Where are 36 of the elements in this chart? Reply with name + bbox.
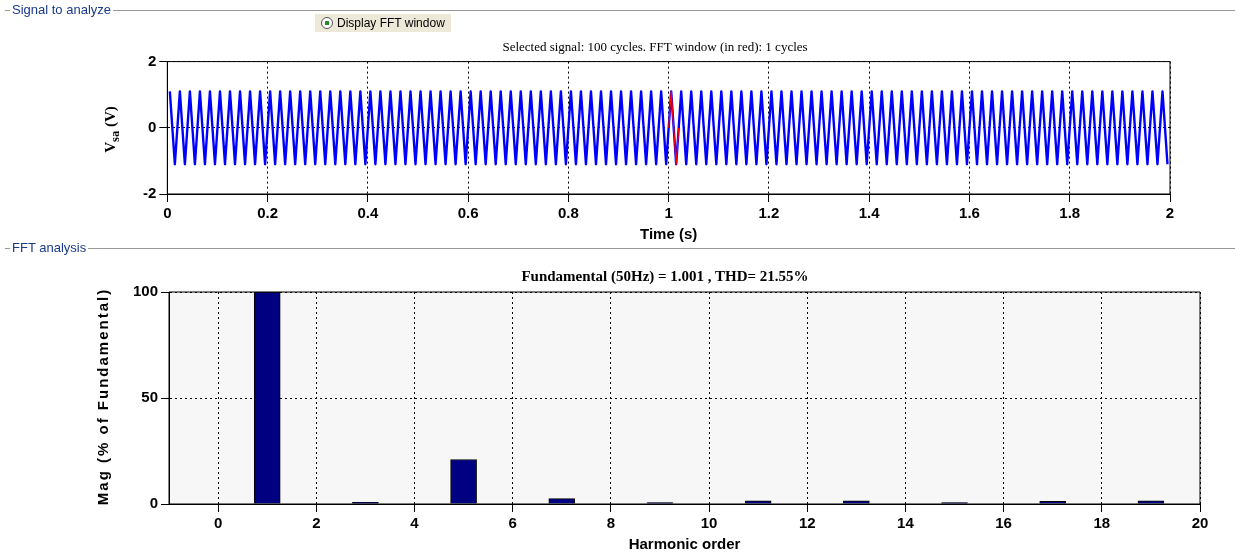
x-tick-label: 1 <box>664 204 673 222</box>
x-tick-label: 14 <box>897 514 915 532</box>
y-tick-label: 50 <box>141 388 159 406</box>
x-tick-label: 0 <box>213 514 223 532</box>
x-tick-label: 4 <box>410 514 420 532</box>
x-tick-label: 0.6 <box>457 204 479 222</box>
x-tick-label: 1.4 <box>858 204 881 222</box>
x-tick-label: 1.2 <box>758 204 780 222</box>
y-tick-label: 0 <box>147 117 157 135</box>
y-tick-label: 0 <box>149 494 159 512</box>
text: Signal to analyze <box>10 2 114 17</box>
x-tick-label: 1.8 <box>1059 204 1081 222</box>
y-tick-label: 100 <box>133 282 159 300</box>
x-tick-label: 18 <box>1093 514 1111 532</box>
x-tick-label: 8 <box>606 514 616 532</box>
y-tick-label: 2 <box>147 51 157 69</box>
y-axis-title: Mag (% of Fundamental) <box>93 286 111 508</box>
y-tick-label: -2 <box>142 184 157 202</box>
chart-title: Fundamental (50Hz) = 1.001 , THD= 21.55% <box>521 267 809 285</box>
x-tick-label: 0.2 <box>257 204 279 222</box>
x-tick-label: 2 <box>1165 204 1175 222</box>
x-axis-title: Time (s) <box>640 225 698 243</box>
x-tick-label: 1.6 <box>959 204 980 222</box>
text: FFT analysis <box>10 240 89 255</box>
x-tick-label: 2 <box>312 514 321 532</box>
text: Display FFT window <box>337 16 445 30</box>
chart-title: Selected signal: 100 cycles. FFT window (in red): 1 cycles <box>502 39 808 55</box>
x-axis-title: Harmonic order <box>628 535 741 553</box>
x-tick-label: 0.8 <box>557 204 579 222</box>
x-tick-label: 12 <box>798 514 816 532</box>
x-tick-label: 16 <box>995 514 1012 532</box>
x-tick-label: 6 <box>508 514 517 532</box>
x-tick-label: 0.4 <box>357 204 379 222</box>
x-tick-label: 0 <box>163 204 172 222</box>
x-tick-label: 20 <box>1191 514 1209 532</box>
x-tick-label: 10 <box>700 514 718 532</box>
